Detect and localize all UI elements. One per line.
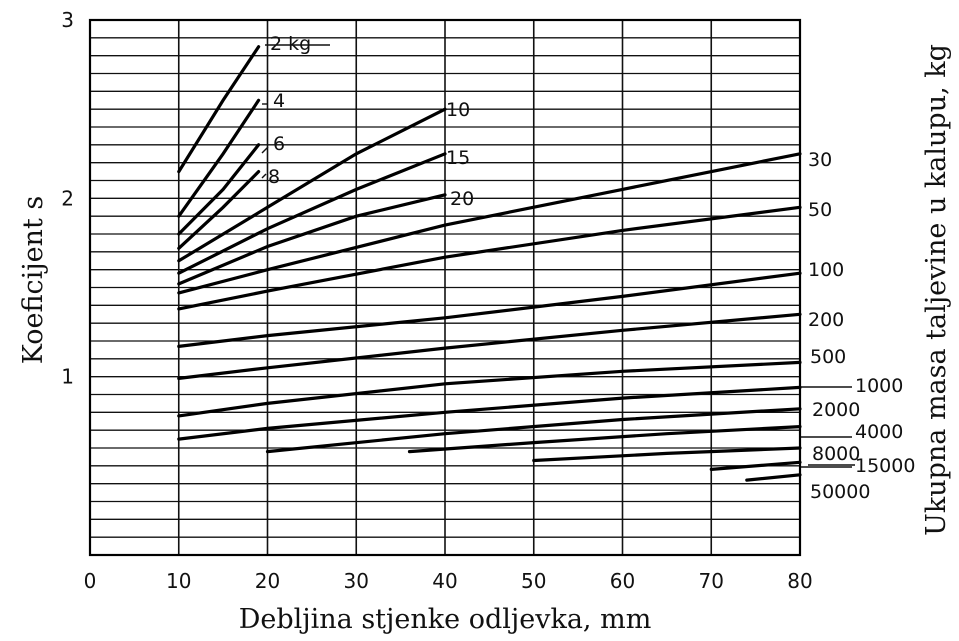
x-tick-label: 10 bbox=[166, 569, 191, 593]
curve-label-50: 50 bbox=[808, 199, 832, 221]
plot-frame bbox=[88, 18, 802, 557]
curve-label-10: 10 bbox=[446, 99, 470, 121]
curve-label-15: 15 bbox=[446, 147, 470, 169]
curve-15 bbox=[177, 152, 447, 275]
x-tick-label: 40 bbox=[432, 569, 457, 593]
y-axis-title: Koeficijent s bbox=[18, 196, 49, 364]
curve-4000 bbox=[407, 425, 802, 454]
curve-label-20: 20 bbox=[450, 188, 474, 210]
curve-label-2-kg: 2 kg bbox=[270, 33, 311, 55]
curve-1000 bbox=[177, 385, 802, 441]
leader-line bbox=[261, 173, 267, 179]
curve-6 bbox=[177, 143, 261, 236]
y-tick-label: 3 bbox=[61, 8, 74, 32]
curve-label-4: 4 bbox=[273, 90, 285, 112]
curve-50 bbox=[177, 205, 802, 311]
curve-label-2000: 2000 bbox=[812, 399, 860, 421]
curve-30 bbox=[177, 152, 802, 295]
x-tick-label: 60 bbox=[610, 569, 635, 593]
curve-15000 bbox=[709, 460, 802, 471]
curve-label-500: 500 bbox=[810, 346, 846, 368]
leader-line bbox=[261, 146, 269, 154]
curve-8000 bbox=[532, 446, 802, 463]
right-axis-title: Ukupna masa taljevine u kalupu, kg bbox=[921, 44, 952, 536]
curve-label-30: 30 bbox=[808, 149, 832, 171]
x-tick-label: 0 bbox=[84, 569, 97, 593]
curve-label-8000: 8000 bbox=[812, 443, 860, 465]
y-tick-label: 1 bbox=[61, 365, 74, 389]
curve-50000 bbox=[745, 473, 802, 482]
curve-2-kg bbox=[177, 45, 261, 174]
x-tick-label: 50 bbox=[521, 569, 546, 593]
curve-label-15000: 15000 bbox=[855, 455, 915, 477]
y-tick-label: 2 bbox=[61, 186, 74, 210]
curve-label-8: 8 bbox=[268, 166, 280, 188]
curve-500 bbox=[177, 360, 802, 418]
x-tick-label: 70 bbox=[699, 569, 724, 593]
tick-labels: 0 10 20 30 40 50 60 70 80 1 2 3 bbox=[61, 8, 812, 593]
x-tick-label: 80 bbox=[787, 569, 812, 593]
curve-label-6: 6 bbox=[273, 133, 285, 155]
curve-8 bbox=[177, 170, 261, 250]
curve-label-200: 200 bbox=[808, 309, 844, 331]
x-tick-label: 20 bbox=[255, 569, 280, 593]
curve-label-1000: 1000 bbox=[855, 375, 903, 397]
curve-2000 bbox=[265, 407, 802, 454]
curve-label-4000: 4000 bbox=[855, 421, 903, 443]
x-tick-label: 30 bbox=[344, 569, 369, 593]
x-axis-title: Debljina stjenke odljevka, mm bbox=[239, 604, 652, 635]
curve-100 bbox=[177, 271, 802, 348]
curve-labels: 2 kg 4 6 8 10 15 20 30 50 100 200 500 10002000400080… bbox=[268, 33, 915, 503]
curve-label-50000: 50000 bbox=[810, 481, 870, 503]
label-leaders bbox=[261, 44, 855, 468]
curve-20 bbox=[177, 193, 447, 286]
curve-4 bbox=[177, 98, 261, 218]
curve-200 bbox=[177, 312, 802, 380]
curves bbox=[177, 45, 802, 482]
curve-10 bbox=[177, 107, 447, 263]
curve-label-100: 100 bbox=[808, 259, 844, 281]
